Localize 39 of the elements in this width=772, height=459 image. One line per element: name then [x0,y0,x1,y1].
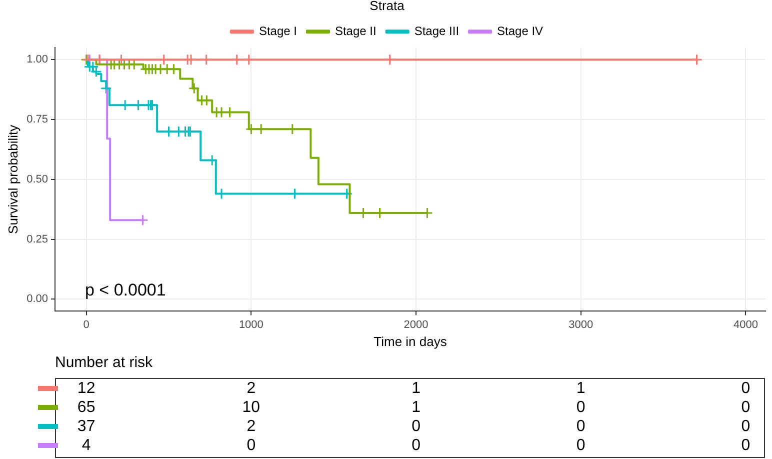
text: 10 [241,398,262,417]
text: 0 [575,417,586,436]
text: 4 [80,436,92,455]
text: 65 [76,398,96,417]
y-tick-label: 0.00 [26,293,48,306]
text: 0 [410,436,422,455]
text: 0 [740,379,752,398]
x-tick-label: 1000 [238,318,264,331]
text: 2 [246,379,257,398]
x-tick-label: 2000 [404,318,428,331]
text: 1 [575,379,586,398]
text: 1 [410,379,422,398]
text: 0 [740,398,752,417]
annotation: p < 0.0001 [85,280,166,300]
legend-label: Stage III [414,24,460,38]
text: 0 [246,436,257,455]
legend-label: Stage II [334,24,376,38]
text: 0 [575,436,586,455]
text: Number at risk [55,354,153,371]
legend-label: Stage IV [497,24,544,38]
text: 0 [575,398,586,417]
text: 12 [76,379,96,398]
text: 1 [410,398,422,417]
x-tick-label: 4000 [733,318,758,331]
y-tick-label: 0.25 [26,233,48,246]
text: 2 [246,417,257,436]
y-tick-label: 0.75 [26,114,48,126]
x-tick-label: 3000 [568,318,594,331]
text: 0 [740,436,752,455]
y-tick-label: 0.50 [26,173,48,186]
x-tick-label: 0 [83,318,90,331]
text: 0 [740,417,752,436]
text: 0 [410,417,422,436]
y-axis-title: Survival probability [5,124,20,234]
y-tick-label: 1.00 [26,54,48,66]
x-axis-title: Time in days [374,334,448,349]
legend-title: Strata [370,0,406,14]
legend-label: Stage I [258,24,297,38]
text: 37 [76,417,96,436]
